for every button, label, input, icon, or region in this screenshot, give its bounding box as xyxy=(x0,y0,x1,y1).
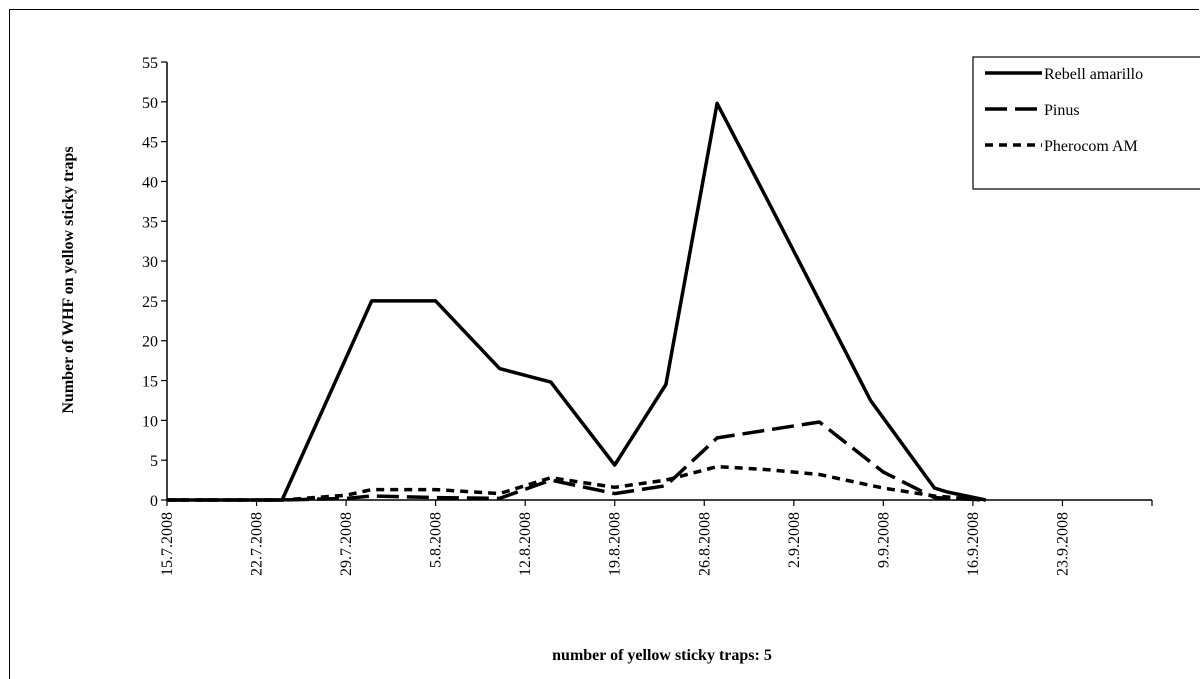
y-tick-label: 0 xyxy=(150,493,158,510)
x-tick-label: 2.9.2008 xyxy=(786,512,803,568)
legend-label-pinus: Pinus xyxy=(1044,102,1080,119)
ticks-layer: 0 5 10 15 20 25 30 35 40 45 50 55 15.7.2008 22.7.2008… xyxy=(142,55,1153,576)
x-tick-label: 15.7.2008 xyxy=(159,512,176,576)
x-tick-label: 5.8.2008 xyxy=(428,512,445,568)
chart-frame xyxy=(9,9,1199,679)
x-tick-label: 29.7.2008 xyxy=(338,512,355,576)
y-tick-label: 40 xyxy=(142,174,158,191)
legend-box xyxy=(972,56,1200,190)
series-line-2 xyxy=(167,464,986,502)
x-tick-label: 19.8.2008 xyxy=(607,512,624,576)
legend-item-pinus: Pinus xyxy=(985,102,1080,119)
x-tick-label: 22.7.2008 xyxy=(249,512,266,576)
legend-label-rebell: Rebell amarillo xyxy=(1044,66,1143,83)
x-tick-label: 9.9.2008 xyxy=(875,512,892,568)
series-line-1 xyxy=(167,420,986,502)
y-tick-label: 10 xyxy=(142,413,158,430)
legend: Rebell amarillo Pinus Pherocom AM xyxy=(972,56,1200,190)
x-axis-title: number of yellow sticky traps: 5 xyxy=(552,647,772,664)
x-tick-label: 23.9.2008 xyxy=(1054,512,1071,576)
y-tick-label: 45 xyxy=(142,135,158,152)
series-line-0 xyxy=(167,101,987,502)
y-tick-label: 35 xyxy=(142,214,158,231)
x-tick-label: 12.8.2008 xyxy=(517,512,534,576)
y-tick-label: 15 xyxy=(142,374,158,391)
y-tick-label: 5 xyxy=(150,453,158,470)
y-tick-label: 20 xyxy=(142,334,158,351)
legend-item-rebell: Rebell amarillo xyxy=(985,66,1143,83)
legend-label-pherocom: Pherocom AM xyxy=(1044,138,1138,155)
x-tick-label: 26.8.2008 xyxy=(696,512,713,576)
y-tick-label: 25 xyxy=(142,294,158,311)
y-tick-label: 50 xyxy=(142,95,158,112)
series-layer xyxy=(167,101,987,502)
y-tick-label: 30 xyxy=(142,254,158,271)
x-tick-label: 16.9.2008 xyxy=(965,512,982,576)
legend-item-pherocom: Pherocom AM xyxy=(985,138,1138,155)
y-axis-title: Number of WHF on yellow sticky traps xyxy=(60,146,77,413)
y-tick-label: 55 xyxy=(142,55,158,72)
